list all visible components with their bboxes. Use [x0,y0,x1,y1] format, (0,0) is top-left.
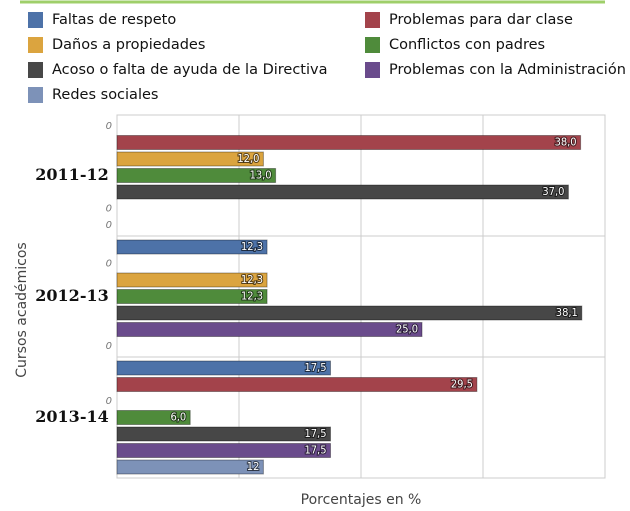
bar [116,289,268,304]
legend-swatch [365,62,380,78]
bar [116,184,569,200]
value-label: 0 [106,396,112,407]
bar [116,322,423,337]
bar [116,360,331,376]
legend-swatch [28,87,43,103]
bar [116,272,268,288]
bar [116,426,331,442]
bar [116,135,582,150]
bar [116,168,277,183]
bar [116,459,264,475]
value-label: 12,3 [241,273,263,286]
legend-label: Problemas con la Administración [389,62,626,78]
bar [116,239,268,255]
value-label: 17,5 [304,444,326,457]
value-label: 6,0 [170,411,186,424]
bar [116,151,264,167]
legend-label: Acoso o falta de ayuda de la Directiva [52,62,327,78]
value-label: 17,5 [304,427,326,440]
bar [116,305,583,321]
legend-label: Conflictos con padres [389,37,545,53]
value-label: 29,5 [451,378,473,391]
bar [116,443,331,458]
value-label: 0 [106,259,112,270]
category-label: 2011-12 [35,165,108,184]
x-axis-label: Porcentajes en % [301,492,422,508]
value-label: 12 [247,460,260,473]
bar [116,377,478,392]
category-label: 2012-13 [35,286,108,305]
category-label: 2013-14 [35,407,108,426]
legend-swatch [365,12,380,28]
value-label: 17,5 [304,361,326,374]
bar [116,410,191,425]
value-label: 37,0 [542,185,564,198]
value-label: 0 [106,341,112,352]
value-label: 0 [106,121,112,132]
legend-swatch [28,37,43,53]
value-label: 0 [106,204,112,215]
legend-label: Redes sociales [52,87,158,103]
value-label: 38,0 [555,136,577,149]
value-label: 38,1 [556,306,578,319]
legend-label: Problemas para dar clase [389,12,573,28]
value-label: 13,0 [250,169,272,182]
legend-label: Daños a propiedades [52,37,205,53]
legend-swatch [28,62,43,78]
legend-label: Faltas de respeto [52,12,176,28]
value-label: 12,0 [237,152,259,165]
value-label: 0 [106,220,112,231]
y-axis-label: Cursos académicos [14,242,30,377]
value-label: 12,3 [241,240,263,253]
value-label: 25,0 [396,323,418,336]
value-label: 12,3 [241,290,263,303]
legend-swatch [365,37,380,53]
legend-swatch [28,12,43,28]
